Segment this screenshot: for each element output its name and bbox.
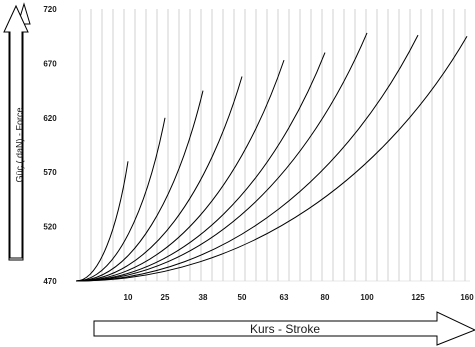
x-tick-label: 160 bbox=[460, 293, 474, 302]
curve-layer bbox=[75, 32, 468, 282]
y-tick-label: 520 bbox=[43, 223, 57, 232]
x-tick-label: 125 bbox=[411, 293, 425, 302]
x-tick-label: 63 bbox=[280, 293, 289, 302]
curve-stroke-50 bbox=[75, 76, 243, 282]
x-axis-label: Kurs - Stroke bbox=[250, 322, 320, 336]
x-tick-label: 10 bbox=[124, 293, 133, 302]
grid-layer bbox=[76, 9, 470, 282]
x-axis-arrow bbox=[93, 311, 475, 346]
x-tick-label: 25 bbox=[161, 293, 170, 302]
curve-stroke-25 bbox=[75, 117, 166, 282]
x-tick-label: 50 bbox=[238, 293, 247, 302]
curve-stroke-63 bbox=[75, 59, 285, 282]
y-axis-label: Güç ( daN) - Force bbox=[14, 107, 24, 182]
curve-stroke-80 bbox=[75, 52, 326, 282]
x-tick-label: 80 bbox=[321, 293, 330, 302]
x-tick-label: 100 bbox=[360, 293, 374, 302]
x-tick-labels: 10 25 38 50 63 80 100 125 160 bbox=[124, 293, 475, 302]
x-tick-label: 38 bbox=[199, 293, 208, 302]
curve-stroke-125 bbox=[75, 34, 419, 282]
curve-stroke-100 bbox=[75, 32, 368, 282]
curve-stroke-10 bbox=[75, 161, 129, 282]
y-tick-label: 570 bbox=[43, 168, 57, 177]
y-tick-label: 720 bbox=[43, 5, 57, 14]
curve-stroke-160 bbox=[75, 35, 468, 282]
y-tick-label: 620 bbox=[43, 114, 57, 123]
y-axis-arrow-head bbox=[3, 4, 29, 259]
y-tick-label: 670 bbox=[43, 59, 57, 68]
y-tick-labels: 720 670 620 570 520 470 bbox=[43, 5, 57, 286]
curve-stroke-38 bbox=[75, 90, 204, 282]
y-tick-label: 470 bbox=[43, 277, 57, 286]
